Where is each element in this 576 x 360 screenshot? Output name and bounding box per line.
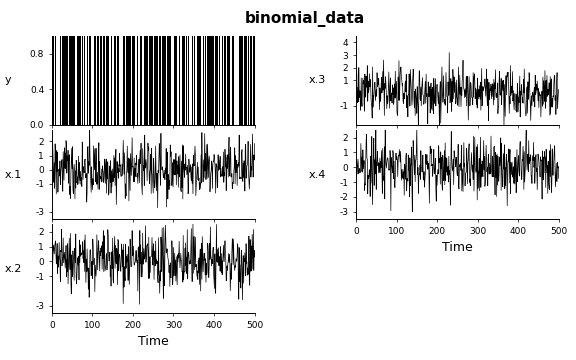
X-axis label: Time: Time [442, 241, 473, 254]
Y-axis label: y: y [4, 76, 11, 85]
Y-axis label: x.1: x.1 [5, 170, 22, 180]
Y-axis label: x.2: x.2 [4, 264, 22, 274]
Y-axis label: x.3: x.3 [309, 76, 326, 85]
X-axis label: Time: Time [138, 336, 169, 348]
Y-axis label: x.4: x.4 [308, 170, 326, 180]
Text: binomial_data: binomial_data [245, 11, 365, 27]
